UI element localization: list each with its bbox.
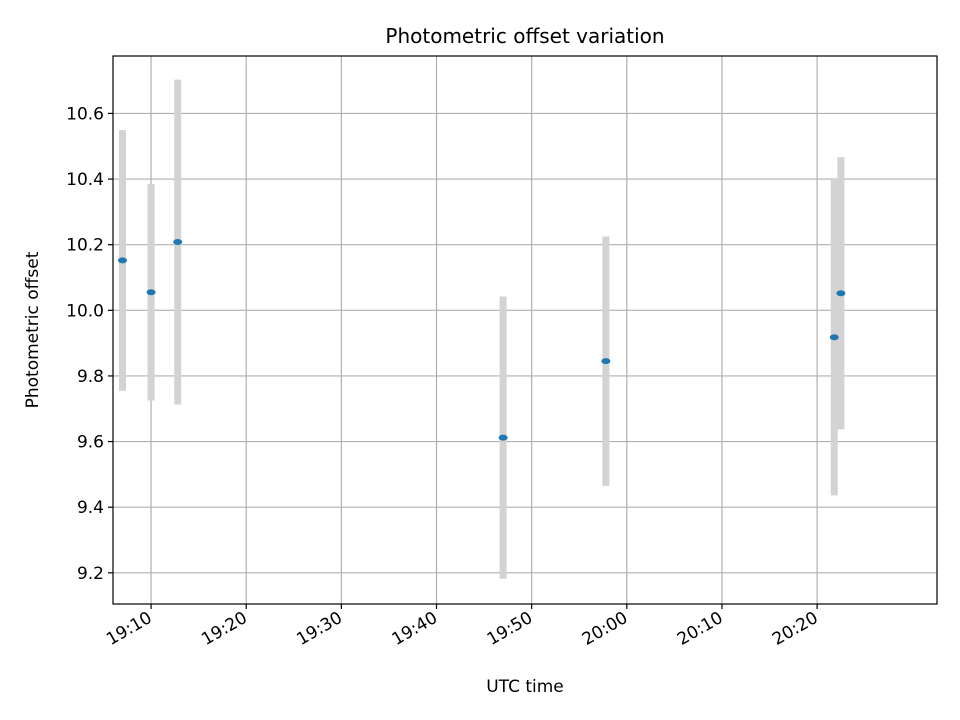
y-tick-label: 10.2 [66, 236, 104, 256]
data-point [118, 257, 128, 264]
x-axis-label: UTC time [486, 677, 564, 697]
x-tick-label: 19:30 [293, 608, 345, 650]
data-point [146, 289, 156, 296]
x-tick-label: 19:10 [103, 608, 155, 650]
grid-layer [113, 56, 937, 604]
y-tick-label: 9.2 [77, 564, 104, 584]
y-tick-label: 10.6 [66, 104, 104, 124]
data-point [173, 239, 183, 246]
y-tick-label: 9.4 [77, 498, 104, 518]
data-point [601, 358, 611, 365]
x-tick-label: 19:50 [484, 608, 536, 650]
x-tick-label: 20:00 [579, 608, 631, 650]
errorbar-layer [119, 79, 845, 579]
plot-frame [112, 55, 938, 605]
data-point [498, 434, 508, 441]
x-tick-label: 20:20 [769, 608, 821, 650]
x-tick-label: 20:10 [674, 608, 726, 650]
point-layer [118, 239, 846, 441]
x-tick-label: 19:40 [389, 608, 441, 650]
y-axis-label: Photometric offset [23, 251, 43, 408]
data-point [829, 334, 839, 341]
data-point [836, 290, 846, 297]
y-tick-label: 10.4 [66, 170, 104, 190]
y-tick-label: 9.6 [77, 433, 104, 453]
y-tick-label: 9.8 [77, 367, 104, 387]
y-tick-label: 10.0 [66, 301, 104, 321]
chart-title: Photometric offset variation [385, 24, 664, 48]
x-tick-label: 19:20 [198, 608, 250, 650]
